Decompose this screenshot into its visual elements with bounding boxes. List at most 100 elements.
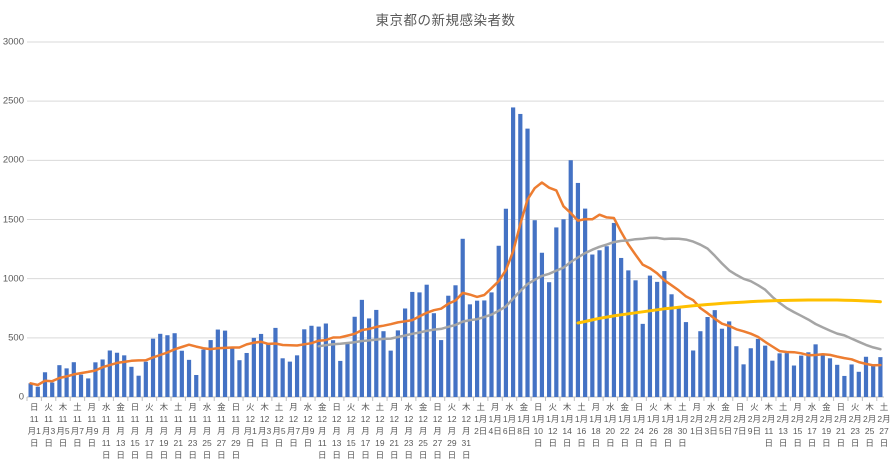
bar-daily-cases <box>129 366 134 397</box>
x-axis-label: 水 12 月9 日 <box>301 402 315 448</box>
bar-daily-cases <box>568 160 573 397</box>
x-axis-label: 水 11 月 11 日 <box>101 402 111 460</box>
bar-daily-cases <box>554 227 559 397</box>
bar-daily-cases <box>734 346 739 397</box>
bar-daily-cases <box>611 222 617 397</box>
x-axis-label: 月 2月 15 日 <box>790 402 805 448</box>
bar-daily-cases <box>525 128 530 397</box>
bar-daily-cases <box>518 113 523 398</box>
bar-daily-cases <box>93 362 98 397</box>
bar-daily-cases <box>35 386 40 397</box>
bar-daily-cases <box>107 350 112 397</box>
y-axis-tick-label: 2000 <box>2 154 24 166</box>
bar-daily-cases <box>114 352 120 397</box>
y-axis-tick-label: 2500 <box>2 95 24 107</box>
bar-daily-cases <box>431 313 436 397</box>
bar-daily-cases <box>532 220 537 397</box>
bar-daily-cases <box>258 333 264 397</box>
bar-daily-cases <box>467 304 473 397</box>
bar-daily-cases <box>273 327 278 397</box>
x-axis-label: 日 12 月 13 日 <box>331 402 342 460</box>
x-axis-label: 土 12 月5 日 <box>272 402 286 448</box>
bar-daily-cases <box>352 316 357 397</box>
x-axis-label: 水 1月 6日 <box>502 402 517 436</box>
x-axis-label: 水 2月 3日 <box>704 402 718 436</box>
bar-daily-cases <box>604 246 609 397</box>
bar-daily-cases <box>57 365 62 397</box>
x-axis-label: 木 1月 28 日 <box>661 402 675 448</box>
line-28day-moving-average <box>317 236 882 351</box>
bar-daily-cases <box>482 300 487 397</box>
x-axis-label: 火 12 月 29 日 <box>447 402 457 460</box>
bar-daily-cases <box>381 331 386 397</box>
x-axis-label: 月 2月 1日 <box>690 402 704 436</box>
bar-daily-cases <box>374 309 379 397</box>
bar-daily-cases <box>194 374 199 397</box>
bar-daily-cases <box>676 306 681 397</box>
bar-daily-cases <box>597 250 602 397</box>
bar-daily-cases <box>366 318 372 397</box>
bar-daily-cases <box>806 352 811 397</box>
bar-daily-cases <box>280 358 285 397</box>
bar-daily-cases <box>302 329 307 397</box>
x-axis-label: 日 11 月 29 日 <box>231 402 241 460</box>
bar-daily-cases <box>863 356 869 397</box>
x-axis-label: 土 11 月 21 日 <box>173 402 183 460</box>
bar-daily-cases <box>388 350 393 397</box>
bar-daily-cases <box>424 284 429 397</box>
bar-daily-cases <box>619 257 624 397</box>
bar-daily-cases <box>460 238 465 397</box>
bar-daily-cases <box>475 300 480 397</box>
bar-daily-cases <box>316 326 321 397</box>
bar-daily-cases <box>626 270 631 397</box>
y-axis-tick-label: 500 <box>8 332 24 344</box>
bar-daily-cases <box>662 271 667 397</box>
bar-daily-cases <box>705 317 710 397</box>
bar-daily-cases <box>71 362 76 397</box>
y-axis-tick-label: 1000 <box>2 273 24 285</box>
x-axis-label: 月 11 月 23 日 <box>187 402 198 460</box>
bar-daily-cases <box>266 343 271 397</box>
x-axis-label: 金 2月 19 日 <box>819 402 833 448</box>
x-axis-label: 火 11 月 17 日 <box>144 402 155 460</box>
x-axis-label: 日 2月 7日 <box>733 402 747 436</box>
bar-daily-cases <box>179 350 184 397</box>
bar-daily-cases <box>86 378 91 397</box>
bar-daily-cases <box>647 275 653 397</box>
x-axis-label: 土 2月 13 日 <box>776 402 790 448</box>
x-axis-label: 木 12 月3 日 <box>258 402 272 448</box>
x-axis-label: 金 12 月 25 日 <box>418 402 428 460</box>
x-axis-label: 金 11 月 13 日 <box>115 402 126 460</box>
bar-daily-cases <box>799 355 804 397</box>
x-axis-label: 火 2月 23 日 <box>848 402 862 448</box>
x-axis-label: 月 12 月 21 日 <box>389 402 399 460</box>
x-axis-label: 土 1月 16 日 <box>574 402 589 448</box>
bar-daily-cases <box>849 364 854 397</box>
x-axis-label: 木 2月 25 日 <box>862 402 877 448</box>
bar-daily-cases <box>489 292 494 397</box>
bar-daily-cases <box>835 364 840 397</box>
bar-daily-cases <box>100 359 105 397</box>
x-axis-label: 木 1月 14 日 <box>560 402 574 448</box>
bar-daily-cases <box>42 372 48 397</box>
x-axis-label: 月 11 月9 日 <box>85 402 99 448</box>
x-axis-label: 月 1月 18 日 <box>589 402 603 448</box>
x-axis-label: 土 12 月 19 日 <box>375 402 385 460</box>
bar-daily-cases <box>410 291 415 397</box>
bar-daily-cases <box>633 280 638 397</box>
bar-daily-cases <box>691 350 696 397</box>
x-axis-label: 金 12 月 11 日 <box>317 402 327 460</box>
bar-daily-cases <box>770 360 775 397</box>
y-axis-tick-label: 3000 <box>2 36 24 48</box>
bar-daily-cases <box>791 365 797 397</box>
bar-daily-cases <box>496 245 501 397</box>
x-axis-label: 日 11 月1 日 <box>27 402 41 448</box>
y-axis-tick-label: 1500 <box>2 214 24 225</box>
bar-daily-cases <box>575 182 581 397</box>
x-axis-label: 水 1月 20 日 <box>603 402 617 448</box>
bar-daily-cases <box>683 322 689 397</box>
bar-daily-cases <box>338 360 343 397</box>
bar-daily-cases <box>871 365 876 397</box>
bar-daily-cases <box>165 335 170 397</box>
